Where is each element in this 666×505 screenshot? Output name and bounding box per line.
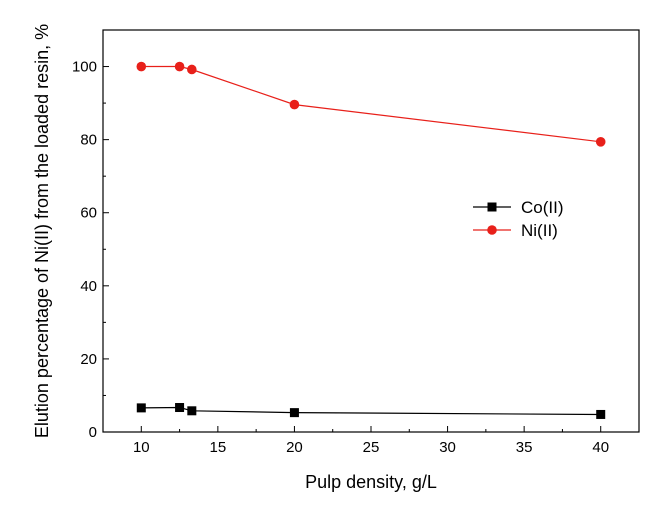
x-tick-label: 15 xyxy=(210,439,227,456)
y-tick-label: 60 xyxy=(80,205,97,222)
data-point-ni-ii xyxy=(187,64,197,75)
legend: Co(II) Ni(II) xyxy=(473,198,564,240)
data-point-ni-ii xyxy=(174,61,185,72)
legend-label-co-ii: Co(II) xyxy=(521,198,564,217)
data-point-ni-ii xyxy=(136,61,147,72)
data-point-co-ii xyxy=(136,403,146,413)
series-layer xyxy=(136,61,606,419)
axis-ticks: 10 15 20 25 30 35 40 0 20 40 60 80 100 xyxy=(72,59,609,456)
x-tick-label: 30 xyxy=(439,439,456,456)
y-axis-title: Elution percentage of Ni(II) from the lo… xyxy=(32,24,52,438)
data-point-ni-ii xyxy=(289,99,300,110)
data-point-co-ii xyxy=(175,403,185,413)
y-tick-label: 80 xyxy=(80,132,97,149)
x-tick-label: 35 xyxy=(516,439,533,456)
x-tick-label: 25 xyxy=(363,439,380,456)
y-tick-label: 100 xyxy=(72,59,97,76)
series-line-ni-ii xyxy=(141,65,601,143)
data-point-co-ii xyxy=(187,406,197,416)
data-point-co-ii xyxy=(289,408,299,418)
data-point-co-ii xyxy=(596,409,606,419)
plot-frame xyxy=(102,29,640,433)
x-tick-label: 20 xyxy=(286,439,303,456)
legend-marker-co-ii xyxy=(487,202,497,212)
y-tick-label: 0 xyxy=(89,424,97,441)
x-axis-title: Pulp density, g/L xyxy=(305,472,437,492)
legend-label-ni-ii: Ni(II) xyxy=(521,221,558,240)
y-tick-label: 20 xyxy=(80,351,97,368)
y-tick-label: 40 xyxy=(80,278,97,295)
x-tick-label: 40 xyxy=(592,439,609,456)
data-point-ni-ii xyxy=(595,137,606,147)
legend-marker-ni-ii xyxy=(487,225,497,235)
series-line-co-ii xyxy=(141,406,601,416)
x-tick-label: 10 xyxy=(133,439,150,456)
